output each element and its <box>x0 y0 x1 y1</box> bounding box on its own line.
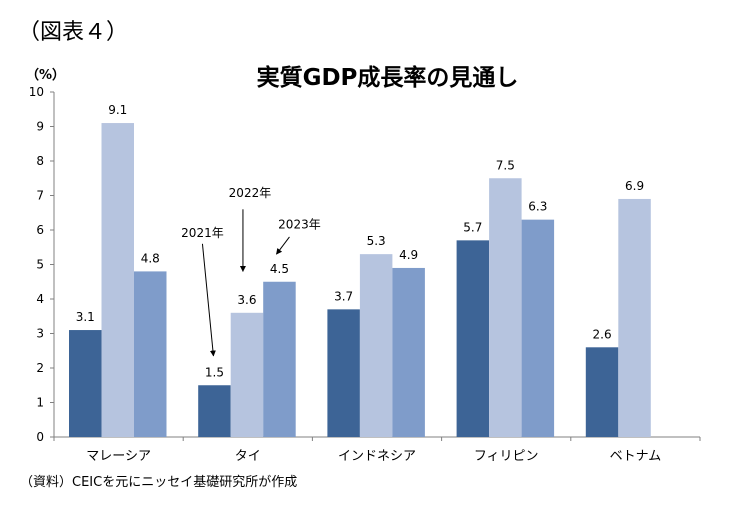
bar <box>585 347 619 437</box>
data-label: 7.5 <box>496 158 515 172</box>
data-label: 6.3 <box>528 200 547 214</box>
bar <box>327 309 360 437</box>
data-label: 4.5 <box>270 262 289 276</box>
series-callout-label: 2021年 <box>181 226 224 240</box>
y-tick-label: 8 <box>36 154 44 168</box>
data-label: 5.7 <box>463 220 482 234</box>
callout-arrow <box>201 243 216 357</box>
bar <box>392 267 425 437</box>
data-label: 3.1 <box>76 310 95 324</box>
y-tick-label: 1 <box>36 396 44 410</box>
x-category-label: フィリピン <box>474 449 539 464</box>
series-callouts: 2021年 2022年 2023年 <box>181 186 321 357</box>
bar <box>101 123 134 438</box>
y-tick-label: 9 <box>36 120 44 134</box>
data-label: 4.9 <box>399 248 418 262</box>
chart-title: 実質GDP成長率の見通し <box>256 65 519 91</box>
bar <box>134 271 167 437</box>
bar <box>263 281 296 437</box>
x-category-label: ベトナム <box>610 449 662 464</box>
source-note: （資料）CEICを元にニッセイ基礎研究所が作成 <box>20 475 298 490</box>
x-category-label: マレーシア <box>86 449 151 464</box>
callout-arrow <box>276 236 290 255</box>
x-category-label: インドネシア <box>338 449 416 464</box>
series-callout-label: 2023年 <box>278 217 321 231</box>
y-axis-unit-label: （%） <box>26 68 66 83</box>
bar <box>456 240 490 437</box>
data-label: 2.6 <box>593 327 612 341</box>
y-tick-label: 5 <box>36 258 44 272</box>
y-tick-label: 3 <box>36 327 44 341</box>
y-tick-label: 4 <box>36 292 44 306</box>
data-label: 3.7 <box>334 289 353 303</box>
chart-bars <box>69 123 651 438</box>
y-tick-label: 10 <box>29 85 44 99</box>
chart-data-labels: 3.1 9.1 4.8 1.5 3.6 4.5 3.7 5.3 4.9 5.7 7.5 6.3 2.6 6… <box>76 103 644 379</box>
data-label: 3.6 <box>237 293 256 307</box>
data-label: 6.9 <box>625 179 644 193</box>
data-label: 4.8 <box>141 251 160 265</box>
bar <box>489 178 522 437</box>
figure-label: （図表４） <box>18 20 129 45</box>
bar <box>359 254 393 437</box>
bar <box>69 330 102 437</box>
y-tick-label: 0 <box>36 430 44 444</box>
bar <box>521 219 555 437</box>
data-label: 9.1 <box>108 103 127 117</box>
data-label: 1.5 <box>205 365 224 379</box>
y-tick-label: 7 <box>36 189 44 203</box>
y-tick-label: 6 <box>36 223 44 237</box>
x-category-label: タイ <box>235 449 261 464</box>
y-tick-label: 2 <box>36 361 44 375</box>
data-label: 5.3 <box>367 234 386 248</box>
chart-axes: 0 1 2 3 4 5 6 7 8 9 10 マレーシア タイ インドネシア フィリピン ベトナム <box>29 85 701 464</box>
series-callout-label: 2022年 <box>229 186 272 200</box>
bar <box>230 312 264 437</box>
bar <box>618 198 651 437</box>
bar <box>198 385 231 437</box>
